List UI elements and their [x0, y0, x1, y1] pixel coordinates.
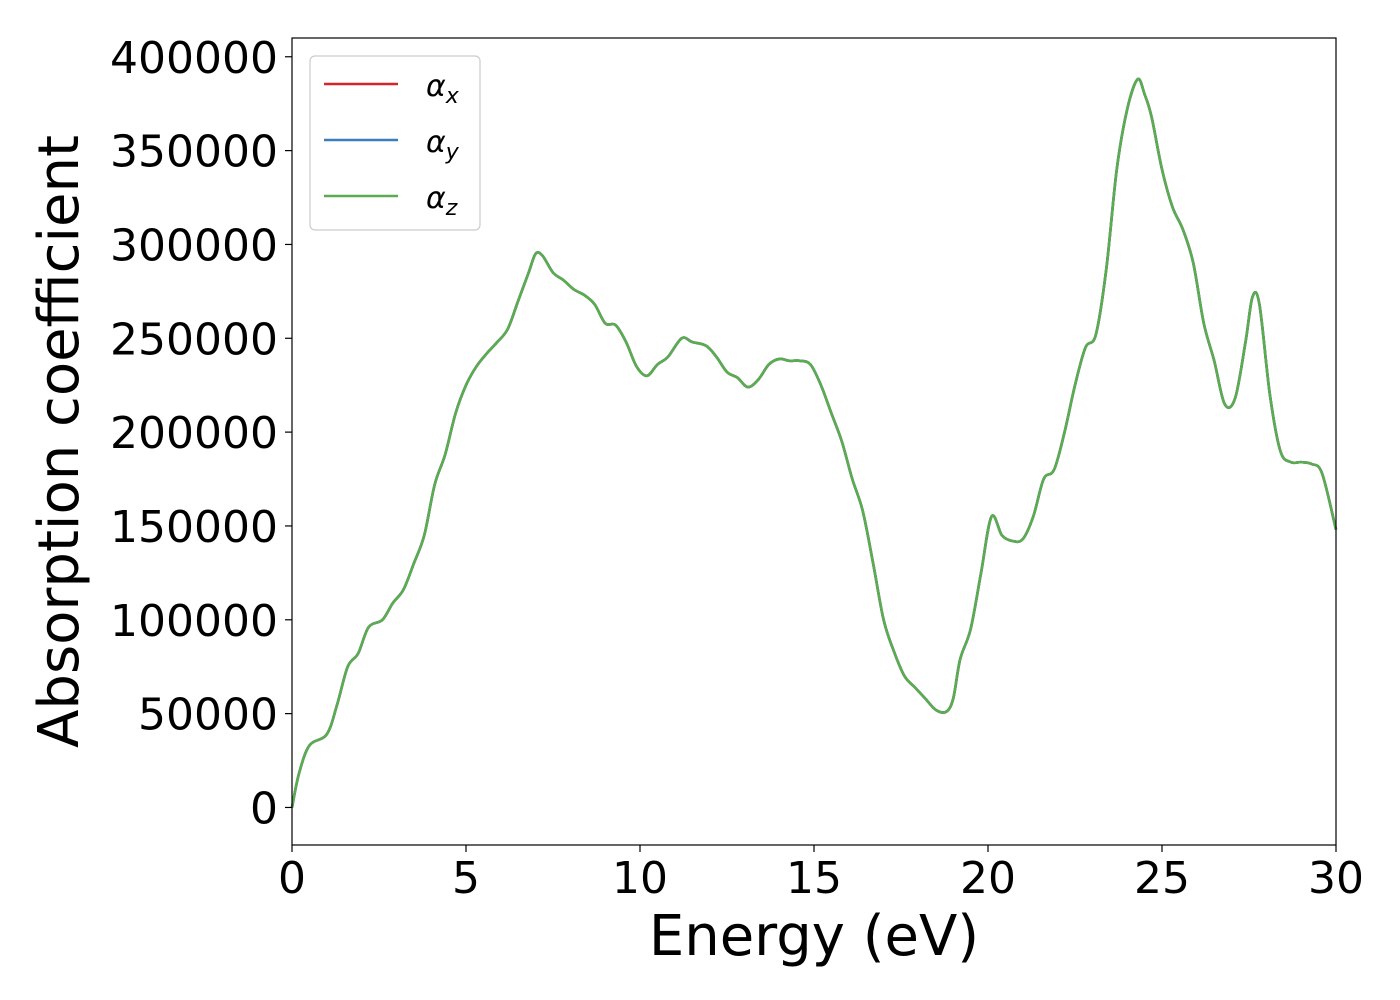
- legend-label: αx: [426, 69, 460, 109]
- x-tick-label: 30: [1308, 853, 1364, 904]
- y-tick-label: 100000: [110, 596, 278, 647]
- y-tick-label: 300000: [110, 220, 278, 271]
- legend-label: αy: [426, 125, 460, 165]
- y-tick-label: 150000: [110, 502, 278, 553]
- legend: αx αy αz: [309, 55, 481, 231]
- x-axis-title: Energy (eV): [649, 904, 979, 969]
- y-axis-ticks: 0 50000 100000 150000 200000 250000 300000 3500…: [110, 33, 292, 834]
- x-axis-ticks: 0 5 10 15 20 25 30: [278, 845, 1364, 904]
- y-tick-label: 400000: [110, 33, 278, 84]
- x-tick-label: 10: [612, 853, 668, 904]
- x-tick-label: 0: [278, 853, 306, 904]
- y-tick-label: 250000: [110, 314, 278, 365]
- legend-label: αz: [426, 181, 458, 221]
- y-tick-label: 200000: [110, 408, 278, 459]
- x-tick-label: 25: [1134, 853, 1190, 904]
- x-tick-label: 20: [960, 853, 1016, 904]
- series-line-z: [290, 77, 1338, 808]
- y-axis-title: Absorption coefficient: [27, 135, 92, 748]
- y-tick-label: 50000: [138, 690, 278, 741]
- y-tick-label: 0: [250, 783, 278, 834]
- series-layer: [290, 77, 1338, 808]
- x-tick-label: 5: [452, 853, 480, 904]
- y-tick-label: 350000: [110, 127, 278, 178]
- legend-box: [309, 55, 481, 231]
- x-tick-label: 15: [786, 853, 842, 904]
